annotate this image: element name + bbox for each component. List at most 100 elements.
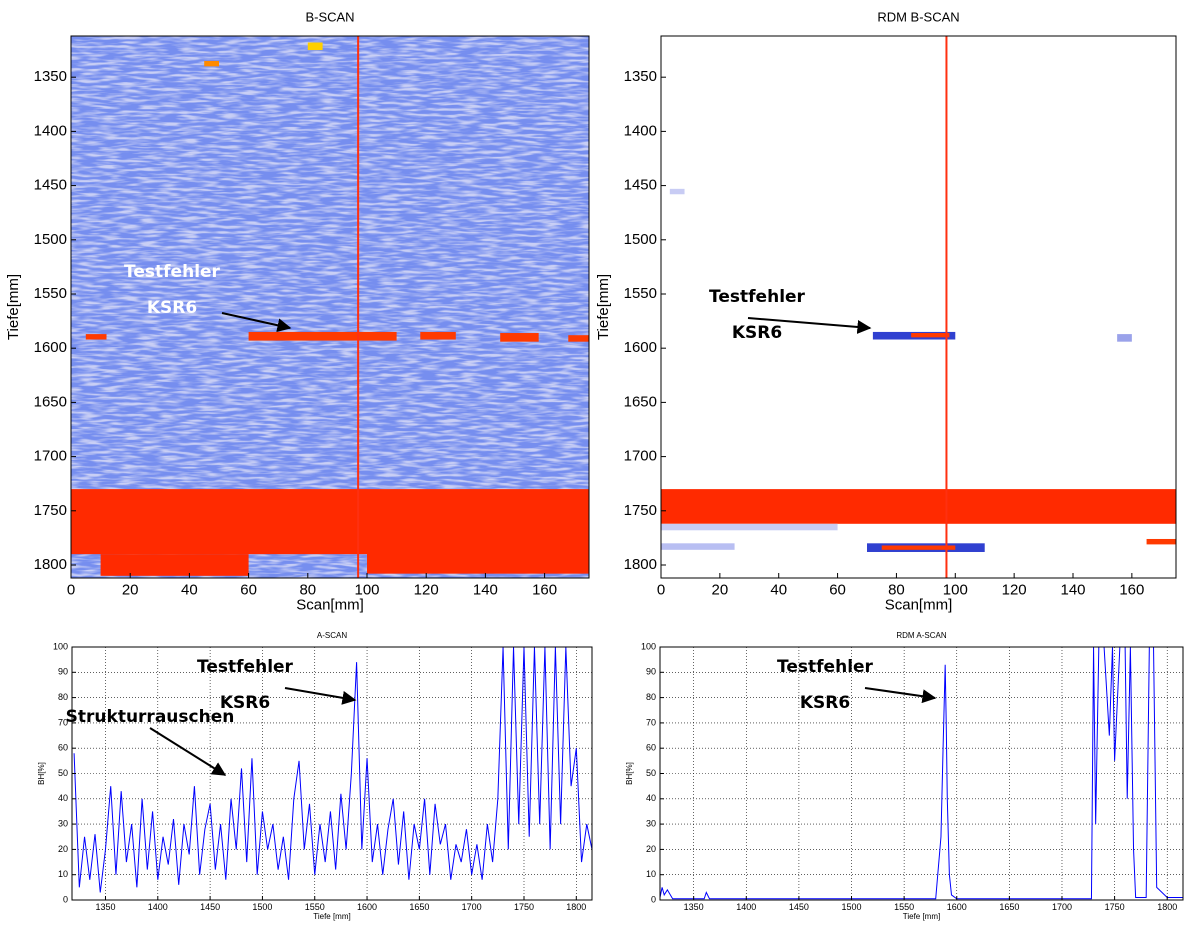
y-tick-label: 1700: [34, 448, 67, 465]
x-tick-label: 0: [67, 582, 75, 599]
y-tick-label: 30: [58, 818, 68, 828]
x-axis-label: Scan[mm]: [885, 597, 953, 614]
y-tick-label: 50: [58, 768, 68, 778]
y-tick-label: 1800: [624, 556, 657, 573]
y-tick-label: 90: [646, 667, 656, 677]
chart-title: RDM A-SCAN: [896, 631, 946, 640]
y-tick-label: 1550: [34, 285, 67, 302]
y-tick-label: 1350: [34, 68, 67, 85]
y-tick-label: 1600: [34, 339, 67, 356]
x-tick-label: 100: [354, 582, 379, 599]
y-tick-label: 1450: [34, 177, 67, 194]
y-tick-label: 0: [651, 894, 656, 904]
axes-frame: [70, 35, 590, 579]
annotation: Testfehler: [124, 262, 220, 282]
x-tick-label: 40: [770, 582, 787, 599]
texture: [71, 36, 589, 578]
y-tick-label: 1650: [624, 393, 657, 410]
x-tick-label: 1600: [947, 902, 967, 912]
x-axis-label: Tiefe [mm]: [903, 912, 940, 921]
y-tick-label: 100: [53, 641, 68, 651]
y-axis-label: BH[%]: [625, 762, 634, 785]
x-tick-label: 1650: [409, 902, 429, 912]
axes-frame: [660, 35, 1177, 579]
y-tick-label: 100: [641, 641, 656, 651]
annotation: Testfehler: [709, 287, 805, 307]
annotation: KSR6: [732, 323, 782, 343]
x-axis-label: Tiefe [mm]: [313, 912, 350, 921]
x-tick-label: 1400: [736, 902, 756, 912]
annotation: KSR6: [800, 693, 850, 713]
x-tick-label: 1550: [894, 902, 914, 912]
x-tick-label: 60: [240, 582, 257, 599]
x-tick-label: 1500: [252, 902, 272, 912]
y-tick-label: 60: [58, 743, 68, 753]
x-tick-label: 1750: [514, 902, 534, 912]
y-tick-label: 70: [58, 717, 68, 727]
x-tick-label: 1700: [1052, 902, 1072, 912]
plot-background: [72, 647, 592, 900]
y-tick-label: 90: [58, 667, 68, 677]
y-tick-label: 1650: [34, 393, 67, 410]
x-tick-label: 1650: [999, 902, 1019, 912]
x-tick-label: 1450: [200, 902, 220, 912]
y-tick-label: 1550: [624, 285, 657, 302]
panel: 0 20 40 60 80 100 120 140 160 1350 1400 1450 1500 155…: [595, 9, 1177, 614]
annotation: KSR6: [220, 693, 270, 713]
panel: 0 20 40 60 80 100 120 140 160 1350 1400 1450 1500 155…: [5, 9, 590, 614]
region: [568, 335, 589, 342]
y-tick-label: 1450: [624, 177, 657, 194]
annotation: Testfehler: [197, 657, 293, 677]
y-tick-label: 1750: [624, 502, 657, 519]
plot-area: [660, 647, 1183, 900]
x-tick-label: 60: [829, 582, 846, 599]
plot-area: [71, 36, 589, 578]
region: [661, 489, 1176, 524]
y-tick-label: 1600: [624, 339, 657, 356]
x-tick-label: 140: [1060, 582, 1085, 599]
x-tick-label: 120: [1002, 582, 1027, 599]
x-tick-label: 1450: [789, 902, 809, 912]
y-tick-label: 1500: [34, 231, 67, 248]
plot-background: [661, 36, 1176, 578]
annotation: Testfehler: [777, 657, 873, 677]
x-tick-label: 0: [657, 582, 665, 599]
x-axis-label: Scan[mm]: [296, 597, 364, 614]
y-tick-label: 10: [646, 869, 656, 879]
x-tick-label: 1750: [1105, 902, 1125, 912]
x-tick-label: 1500: [842, 902, 862, 912]
plot-area: [661, 36, 1176, 578]
y-tick-label: 60: [646, 743, 656, 753]
annotation-arrow: [864, 687, 937, 704]
region: [1146, 538, 1176, 545]
signal-line: [660, 647, 1183, 900]
y-tick-label: 1400: [34, 122, 67, 139]
x-tick-label: 1800: [1157, 902, 1177, 912]
region: [881, 545, 956, 550]
region: [307, 42, 323, 51]
y-tick-label: 80: [58, 692, 68, 702]
annotation-arrow: [149, 727, 227, 776]
plot-area: [72, 647, 592, 900]
chart-title: A-SCAN: [317, 631, 347, 640]
y-tick-label: 10: [58, 869, 68, 879]
y-tick-label: 1700: [624, 448, 657, 465]
annotation-arrow: [221, 312, 292, 333]
region: [1117, 334, 1132, 342]
region: [500, 333, 539, 342]
x-tick-label: 80: [888, 582, 905, 599]
y-tick-label: 1800: [34, 556, 67, 573]
annotation: Strukturrauschen: [66, 707, 235, 727]
chart-title: RDM B-SCAN: [877, 9, 959, 24]
x-tick-label: 140: [473, 582, 498, 599]
y-tick-label: 20: [58, 844, 68, 854]
x-tick-label: 1550: [305, 902, 325, 912]
y-tick-label: 40: [58, 793, 68, 803]
x-tick-label: 1400: [148, 902, 168, 912]
y-tick-label: 1750: [34, 502, 67, 519]
y-axis-label: Tiefe[mm]: [5, 274, 22, 340]
annotation: KSR6: [147, 298, 197, 318]
annotation-arrow: [284, 687, 357, 705]
annotation-arrow: [747, 317, 872, 334]
